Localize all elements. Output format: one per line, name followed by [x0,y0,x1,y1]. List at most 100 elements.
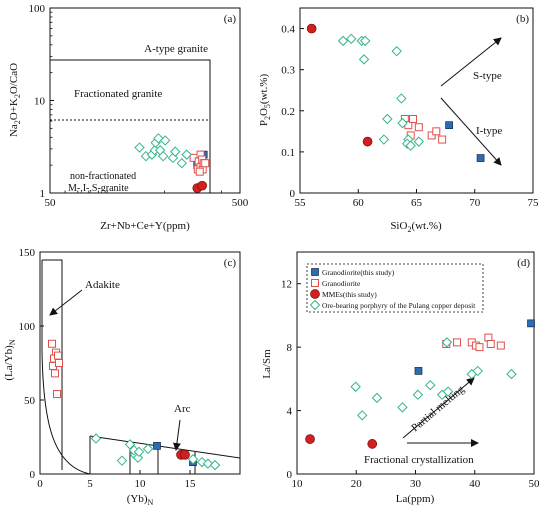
y-tick-label: 0 [30,469,36,481]
data-point-square-filled [527,319,535,328]
data-point-diamond-open [124,439,136,450]
legend-box [306,263,484,313]
panel-d-tag: (d) [517,257,530,269]
data-point-square-filled [153,442,161,450]
data-point-square-open [195,167,204,176]
data-point-diamond-open [397,402,408,413]
data-point-diamond-open [396,93,407,104]
field-label-fractionated: Fractionated granite [74,88,162,100]
a-type-boundary [50,59,211,193]
data-point-diamond-open [133,446,145,458]
data-point-diamond-open [176,157,188,169]
data-point-square-filled [445,121,453,130]
y-tick-label: 0.4 [281,24,295,36]
data-point-diamond-open [167,152,179,164]
panel-c-ylabel: (La/Yb)N [3,339,17,380]
trend-label-fractional-crystallization: Fractional crystallization [364,454,474,466]
y-tick-label: 100 [19,321,36,333]
legend: Granodiorite(this study) Granodiorite MM… [306,263,484,313]
data-point-diamond-open [371,392,383,404]
x-tick-label: 50 [529,478,541,490]
data-point-square-open [432,127,441,136]
panel-a-xlabel: Zr+Nb+Ce+Y(ppm) [100,220,190,232]
i-type-arrow [440,97,502,166]
x-tick-label: 50 [45,197,57,209]
x-tick-label: 500 [232,197,249,209]
legend-symbol-square-filled [311,268,319,276]
trend-label-i-type: I-type [476,125,502,137]
partial-melting-arrow [402,377,475,439]
panel-b-marks [306,23,485,162]
panel-d-xlabel: La(ppm) [396,493,435,505]
data-point-square-open [475,343,484,352]
y-tick-label: 0.1 [281,147,295,159]
data-point-square-open [55,359,63,367]
panel-a: 50 500 1 10 100 (a) A-type granite Fractiona… [8,3,249,232]
data-point-circle-filled [305,434,315,444]
data-point-square-open [48,339,56,348]
data-point-diamond-open [153,133,164,144]
data-point-square-filled [476,154,485,162]
x-tick-label: 20 [351,478,363,490]
panel-b-tag: (b) [516,13,529,25]
data-point-diamond-open [134,142,145,153]
legend-label-granodiorite: Granodiorite [322,279,361,288]
panel-a-frame [49,7,241,194]
panel-a-fields [50,59,211,193]
arc-field [89,435,240,474]
adakite-field [41,259,240,474]
adakite-arrow [49,289,83,316]
panel-a-marks [134,133,210,193]
panel-c-xlabel: (Yb)N [127,493,154,507]
x-tick-label: 75 [528,197,540,209]
legend-symbol-diamond-open [309,299,321,311]
data-point-diamond-open [358,54,370,65]
y-tick-label: 100 [29,3,46,15]
data-point-circle-filled [306,23,317,34]
data-point-diamond-open [116,455,128,466]
panel-c-marks [48,339,221,471]
panel-c-fields [41,259,240,474]
panel-b-ylabel: P2O5(wt.%) [258,74,272,127]
data-point-diamond-open [405,140,416,151]
data-point-diamond-open [441,337,453,348]
data-point-square-open [201,159,210,168]
data-point-diamond-open [356,410,368,421]
data-point-square-open [53,390,61,399]
data-point-circle-filled [197,180,207,191]
data-point-diamond-open [382,113,393,125]
y-tick-label: 1 [40,188,46,200]
x-tick-label: 5 [87,478,93,490]
panel-c-tag: (c) [224,257,237,269]
x-tick-label: 30 [410,478,422,490]
panel-b: 55 60 65 70 75 0 0.1 0.2 0.3 0.4 (b) S-type I-typ… [258,7,540,234]
data-point-diamond-open [181,149,192,160]
panel-a-ticks: 50 500 1 10 100 [29,3,249,209]
field-label-arc: Arc [174,403,191,415]
data-point-square-open [414,123,423,132]
data-point-diamond-open [472,365,483,377]
data-point-diamond-open [350,381,361,392]
y-tick-label: 150 [19,247,36,259]
data-point-square-open [427,131,436,140]
data-point-square-open [496,341,505,350]
data-point-diamond-open [160,135,171,146]
data-point-diamond-open [360,35,371,47]
x-tick-label: 60 [353,197,365,209]
legend-label-mmes: MMEs(this study) [322,290,377,299]
data-point-diamond-open [506,368,517,380]
data-point-diamond-open [337,35,349,47]
y-tick-label: 10 [34,96,46,108]
data-point-diamond-open [413,136,425,147]
y-tick-label: 0.3 [281,65,295,77]
panel-a-tag: (a) [224,13,237,25]
x-tick-label: 10 [292,478,304,490]
data-point-diamond-open [397,117,408,129]
data-point-diamond-open [378,134,390,145]
field-label-adakite: Adakite [85,279,120,291]
data-point-diamond-open [90,433,102,444]
legend-label-ore-porphyry: Ore-bearing porphyry of the Pulang coppe… [322,301,476,310]
